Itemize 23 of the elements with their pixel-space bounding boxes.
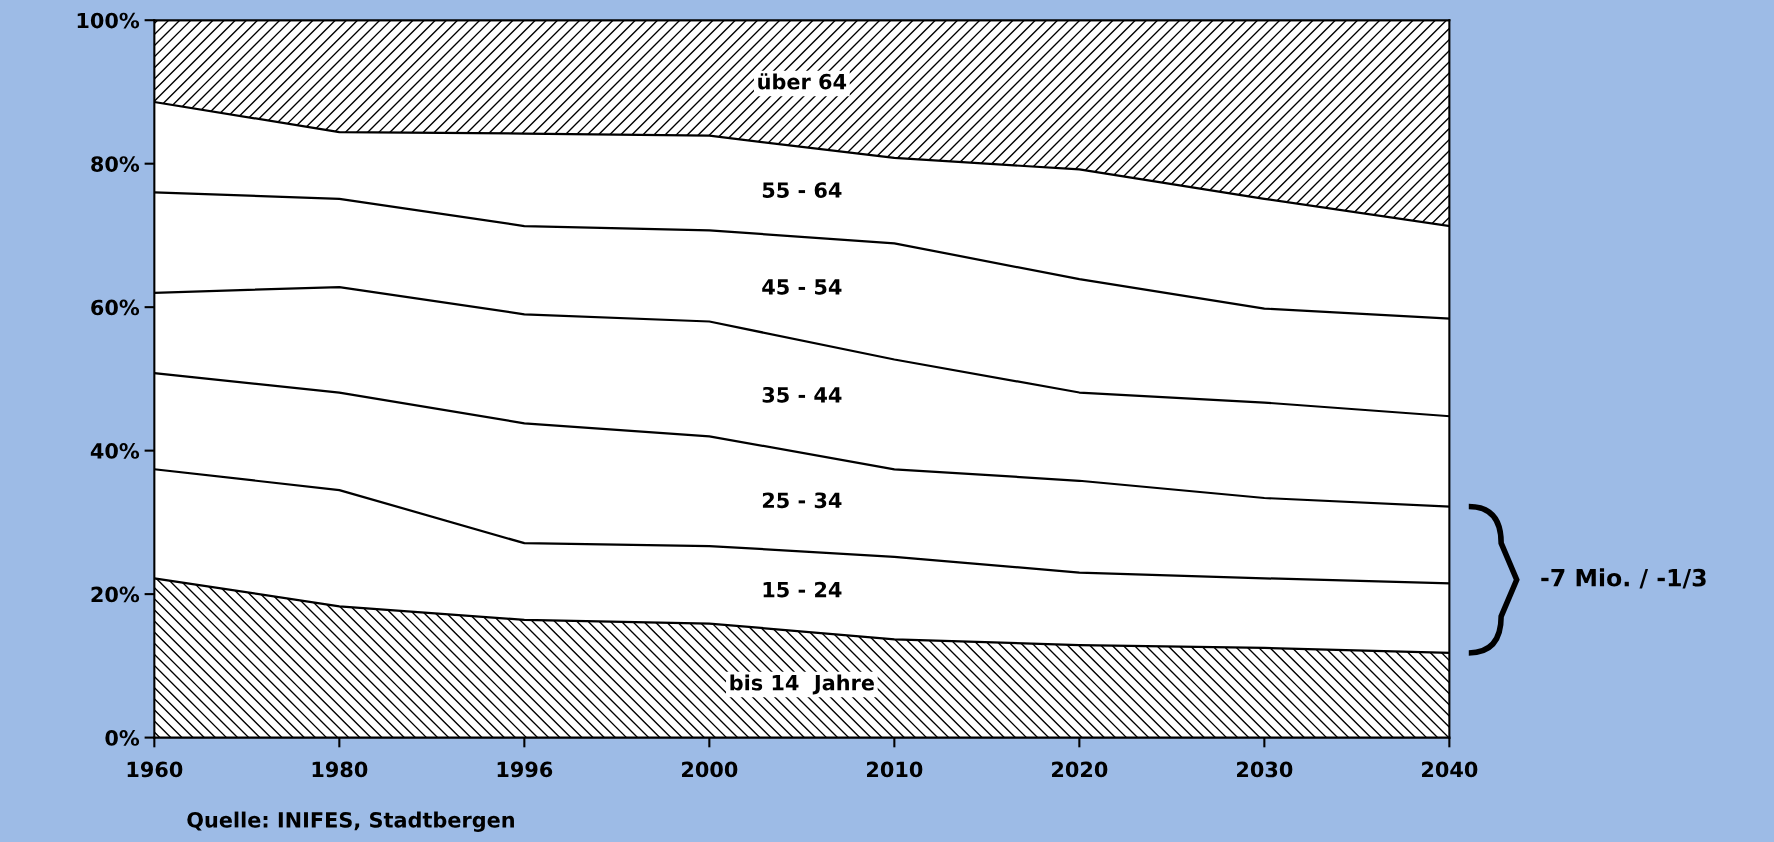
y-tick-label: 40%: [90, 443, 140, 459]
x-tick-label: 2040: [1422, 761, 1478, 778]
y-tick-label: 0%: [105, 730, 140, 746]
x-tick-label: 2030: [1237, 761, 1293, 778]
x-tick-label: 2000: [682, 761, 738, 778]
series-label: 35 - 44: [762, 386, 842, 403]
series-label: bis 14 Jahre: [730, 674, 874, 695]
x-tick-label: 1980: [312, 761, 368, 778]
series-label: 25 - 34: [762, 492, 842, 509]
x-tick-label: 1960: [127, 761, 183, 778]
y-tick-label: 80%: [91, 156, 140, 172]
series-label: über 64: [758, 73, 847, 90]
series-label: 45 - 54: [762, 279, 842, 295]
y-tick-label: 100%: [77, 12, 140, 29]
source-note: Quelle: INIFES, Stadtbergen: [187, 811, 514, 832]
y-tick-label: 60%: [91, 299, 140, 316]
text: -7 Mio. / -1/3: [1541, 568, 1706, 589]
series-label: 15 - 24: [763, 581, 842, 598]
x-tick-label: 1996: [497, 761, 553, 778]
y-tick-label: 20%: [91, 586, 140, 603]
x-tick-label: 2020: [1052, 761, 1108, 778]
series-label: 55 - 64: [762, 182, 842, 198]
x-tick-label: 2010: [867, 761, 923, 778]
